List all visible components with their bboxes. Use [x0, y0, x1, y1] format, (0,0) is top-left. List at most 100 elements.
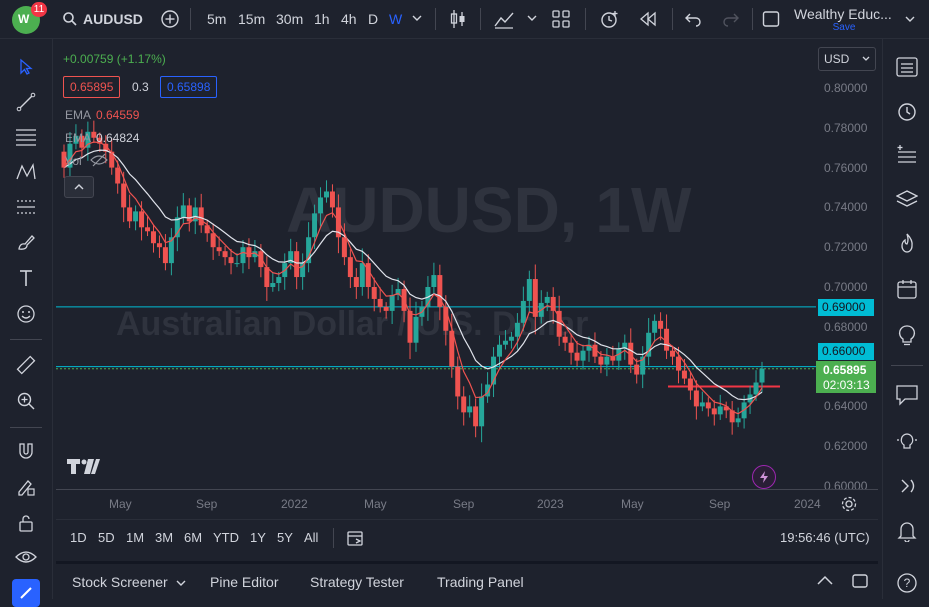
- candle-body[interactable]: [145, 227, 151, 232]
- candle-body[interactable]: [526, 279, 532, 301]
- indicators-button[interactable]: [493, 8, 515, 30]
- candle-body[interactable]: [270, 283, 276, 287]
- streams-button[interactable]: [893, 472, 921, 500]
- candle-body[interactable]: [568, 342, 574, 353]
- intervals-dropdown[interactable]: [411, 12, 423, 24]
- candle-body[interactable]: [103, 143, 109, 152]
- candle-body[interactable]: [407, 310, 413, 343]
- candle-body[interactable]: [395, 288, 401, 295]
- candle-body[interactable]: [240, 247, 246, 264]
- candle-body[interactable]: [622, 342, 628, 349]
- notifications-button[interactable]: [893, 517, 921, 545]
- add-symbol-button[interactable]: [160, 9, 180, 29]
- candle-body[interactable]: [693, 390, 699, 407]
- candle-body[interactable]: [562, 336, 568, 343]
- candle-body[interactable]: [592, 344, 598, 357]
- candle-body[interactable]: [109, 151, 115, 168]
- range-1y[interactable]: 1Y: [250, 530, 266, 545]
- tab-pine-editor[interactable]: Pine Editor: [210, 574, 279, 590]
- clock-time[interactable]: 19:56:46 (UTC): [780, 530, 870, 545]
- candle-body[interactable]: [91, 131, 97, 138]
- candle-body[interactable]: [168, 237, 174, 264]
- candle-body[interactable]: [329, 191, 335, 208]
- ema-fast-line[interactable]: [63, 141, 763, 415]
- candle-body[interactable]: [640, 356, 646, 375]
- candle-body[interactable]: [502, 340, 508, 345]
- tab-stock-screener[interactable]: Stock Screener: [72, 574, 168, 590]
- text-tool[interactable]: [12, 264, 40, 292]
- candle-body[interactable]: [449, 330, 455, 367]
- legend-visibility-toggle[interactable]: [90, 153, 108, 167]
- candle-body[interactable]: [365, 263, 371, 287]
- help-button[interactable]: ?: [893, 569, 921, 597]
- currency-select[interactable]: USD: [818, 47, 876, 71]
- candle-body[interactable]: [610, 356, 616, 361]
- ema-slow-line[interactable]: [63, 149, 763, 401]
- brush-tool[interactable]: [12, 228, 40, 256]
- candle-body[interactable]: [759, 368, 765, 383]
- lightning-button[interactable]: [752, 465, 776, 489]
- range-ytd[interactable]: YTD: [213, 530, 239, 545]
- calendar-button[interactable]: [893, 275, 921, 303]
- candle-body[interactable]: [139, 211, 145, 228]
- alerts-button[interactable]: [893, 97, 921, 125]
- ideas-button[interactable]: [893, 321, 921, 349]
- candle-body[interactable]: [294, 251, 300, 278]
- candle-body[interactable]: [670, 350, 676, 357]
- interval-w[interactable]: W: [389, 11, 403, 27]
- range-1m[interactable]: 1M: [126, 530, 145, 545]
- candle-body[interactable]: [323, 191, 329, 198]
- candle-body[interactable]: [753, 382, 759, 395]
- chart-settings-button[interactable]: [840, 495, 858, 513]
- candle-body[interactable]: [461, 396, 467, 413]
- candle-body[interactable]: [652, 320, 658, 333]
- candle-body[interactable]: [85, 131, 91, 148]
- candle-body[interactable]: [574, 352, 580, 361]
- candle-body[interactable]: [318, 197, 324, 214]
- alert-button[interactable]: [598, 8, 620, 30]
- cursor-tool[interactable]: [12, 53, 40, 81]
- interval-4h[interactable]: 4h: [341, 11, 357, 27]
- candle-body[interactable]: [628, 342, 634, 365]
- candle-body[interactable]: [497, 344, 503, 357]
- candle-body[interactable]: [473, 406, 479, 427]
- candle-body[interactable]: [186, 205, 192, 222]
- candle-body[interactable]: [341, 237, 347, 258]
- replay-button[interactable]: [638, 10, 658, 28]
- stay-drawing-tool[interactable]: [12, 473, 40, 501]
- candle-body[interactable]: [443, 306, 449, 331]
- candle-body[interactable]: [711, 408, 717, 415]
- layers-button[interactable]: [893, 185, 921, 213]
- range-1d[interactable]: 1D: [70, 530, 87, 545]
- candle-body[interactable]: [723, 406, 729, 411]
- candle-body[interactable]: [687, 378, 693, 391]
- candle-body[interactable]: [192, 207, 198, 222]
- candle-body[interactable]: [604, 356, 610, 365]
- candle-body[interactable]: [646, 332, 652, 357]
- candle-body[interactable]: [312, 213, 318, 238]
- candle-body[interactable]: [234, 263, 240, 265]
- candle-body[interactable]: [467, 406, 473, 413]
- hotlists-button[interactable]: [893, 229, 921, 257]
- candle-body[interactable]: [67, 143, 73, 168]
- fullscreen-button[interactable]: [762, 10, 780, 28]
- save-label[interactable]: Save: [832, 22, 856, 33]
- price-chart[interactable]: [56, 43, 816, 489]
- buy-price[interactable]: 0.65898: [160, 76, 218, 98]
- candle-body[interactable]: [121, 183, 127, 208]
- tab-strategy-tester[interactable]: Strategy Tester: [310, 574, 404, 590]
- candle-body[interactable]: [61, 151, 67, 168]
- candle-body[interactable]: [377, 298, 383, 307]
- goto-date-button[interactable]: [346, 529, 366, 547]
- candle-body[interactable]: [508, 336, 514, 341]
- candle-body[interactable]: [174, 217, 180, 238]
- price-axis[interactable]: USD 0.80000 0.78000 0.76000 0.74000 0.72000 0…: [816, 43, 878, 493]
- symbol-search[interactable]: AUDUSD: [62, 9, 143, 29]
- candle-body[interactable]: [73, 135, 79, 144]
- candle-body[interactable]: [544, 296, 550, 303]
- candle-body[interactable]: [306, 237, 312, 264]
- range-5y[interactable]: 5Y: [277, 530, 293, 545]
- pattern-tool[interactable]: [12, 158, 40, 186]
- candle-body[interactable]: [162, 247, 168, 264]
- candle-body[interactable]: [389, 294, 395, 311]
